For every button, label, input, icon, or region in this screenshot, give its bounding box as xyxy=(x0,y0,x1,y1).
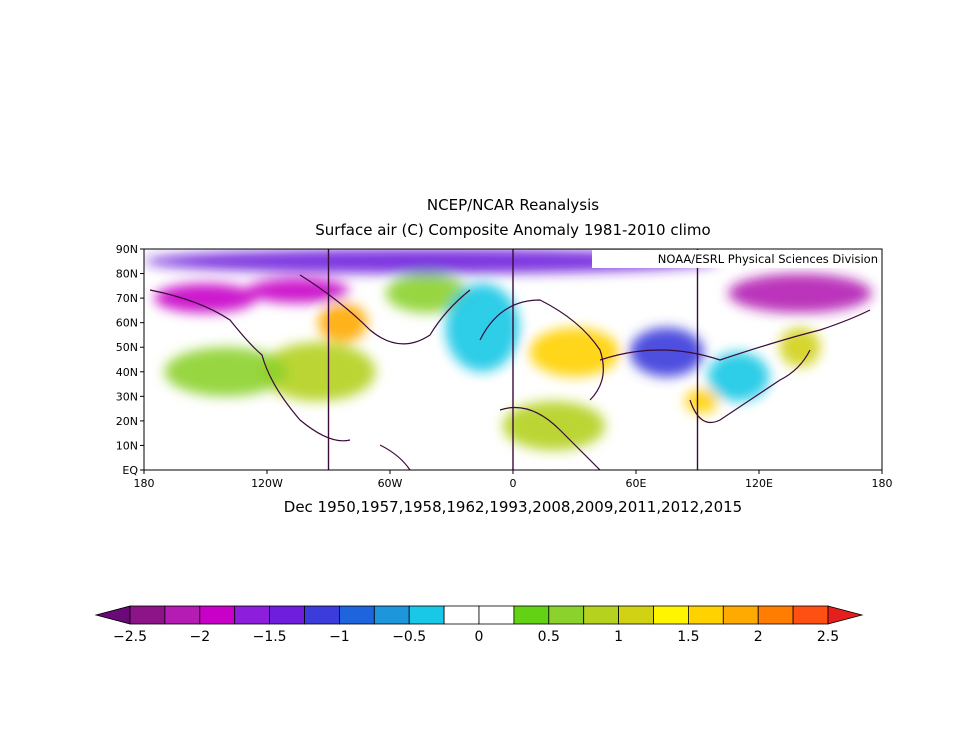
lon-tick-label: 120W xyxy=(251,477,283,490)
colorbar-bin xyxy=(373,605,410,625)
composite-label: Dec 1950,1957,1958,1962,1993,2008,2009,2… xyxy=(284,498,742,516)
colorbar-bin xyxy=(548,605,585,625)
coastline-segment xyxy=(379,444,411,470)
colorbar-label: −2 xyxy=(189,629,210,645)
longitude-axis: 180 120W 60W 0 60E 120E 180 xyxy=(134,470,893,490)
anomaly-usa-warm xyxy=(260,342,376,402)
colorbar-bin xyxy=(443,605,480,625)
colorbar-bin xyxy=(129,605,166,625)
anomaly-north-africa-warm xyxy=(502,401,606,451)
lat-tick-label: 30N xyxy=(116,390,138,403)
coastline-segment xyxy=(689,349,811,424)
coastline-segment xyxy=(599,309,871,361)
coastline-segment xyxy=(499,406,601,470)
lat-tick-label: 50N xyxy=(116,341,138,354)
colorbar-bin xyxy=(304,605,340,625)
colorbar-label: 2 xyxy=(754,629,763,645)
coastline-segment xyxy=(149,289,351,442)
lat-tick-label: 90N xyxy=(116,243,138,256)
latitude-axis: EQ 10N 20N 30N 40N 50N 60N 70N 80N 90N xyxy=(116,243,144,477)
coastline-segment xyxy=(479,299,604,401)
lat-tick-label: 10N xyxy=(116,439,138,452)
colorbar-label: 1 xyxy=(614,629,623,645)
colorbar-label: −0.5 xyxy=(392,629,426,645)
anomaly-north-atlantic-cold xyxy=(445,283,520,372)
anomaly-central-asia-cold xyxy=(629,327,704,377)
lon-tick-label: 60W xyxy=(378,477,403,490)
colorbar-bin xyxy=(513,605,550,625)
colorbar-bin xyxy=(269,605,305,625)
colorbar-label: 0 xyxy=(475,629,484,645)
colorbar-bin xyxy=(234,605,270,625)
anomaly-east-siberia-cold xyxy=(728,273,872,313)
anomaly-pacific-warm xyxy=(164,347,288,397)
colorbar-bin xyxy=(408,605,445,625)
anomaly-greenland-warm xyxy=(385,273,468,313)
lat-tick-label: 40N xyxy=(116,366,138,379)
lon-tick-label: 180 xyxy=(872,477,893,490)
colorbar-label: 1.5 xyxy=(677,629,699,645)
title-line2: Surface air (C) Composite Anomaly 1981-2… xyxy=(315,221,710,239)
colorbar: −2.5 −2 −1.5 −1 −0.5 0 0.5 1 1.5 2 2.5 xyxy=(94,605,864,645)
coastlines xyxy=(149,274,871,470)
colorbar-bin xyxy=(618,605,654,625)
colorbar-label: 0.5 xyxy=(538,629,560,645)
lon-tick-label: 0 xyxy=(510,477,517,490)
colorbar-bin xyxy=(199,605,236,625)
colorbar-high-extend xyxy=(827,605,864,625)
colorbar-bin xyxy=(338,605,375,625)
colorbar-bin xyxy=(164,605,201,625)
meridian-lines xyxy=(327,249,699,470)
lon-tick-label: 60E xyxy=(626,477,647,490)
lat-tick-label: 70N xyxy=(116,292,138,305)
colorbar-bin xyxy=(757,605,794,625)
anomaly-europe-warm xyxy=(529,327,620,377)
anomaly-hudson-bay-warm xyxy=(318,303,368,343)
credit-box xyxy=(592,250,881,268)
colorbar-bin xyxy=(792,605,829,625)
anomaly-field xyxy=(144,249,872,451)
anomaly-canada-arctic-cold xyxy=(246,278,349,304)
colorbar-label: −1.5 xyxy=(253,629,287,645)
anomaly-japan-warm xyxy=(779,327,821,367)
colorbar-bin xyxy=(688,605,724,625)
colorbar-bin xyxy=(583,605,620,625)
lon-tick-label: 120E xyxy=(745,477,773,490)
colorbar-low-extend xyxy=(94,605,131,625)
lon-tick-label: 180 xyxy=(134,477,155,490)
colorbar-bin xyxy=(722,605,759,625)
lat-tick-label: 20N xyxy=(116,415,138,428)
lat-tick-label: EQ xyxy=(122,464,138,477)
colorbar-bin xyxy=(653,605,689,625)
title-line1: NCEP/NCAR Reanalysis xyxy=(427,196,599,214)
anomaly-alaska-cold xyxy=(154,283,257,313)
coastline-segment xyxy=(299,274,471,345)
lat-tick-label: 60N xyxy=(116,317,138,330)
colorbar-label: −1 xyxy=(329,629,350,645)
anomaly-arctic-cold-band xyxy=(144,249,718,274)
colorbar-bin xyxy=(478,605,515,625)
map-panel: NOAA/ESRL Physical Sciences Division xyxy=(143,248,883,471)
credit-text: NOAA/ESRL Physical Sciences Division xyxy=(658,252,878,266)
colorbar-label: 2.5 xyxy=(817,629,839,645)
anomaly-china-cold xyxy=(707,352,770,402)
lat-tick-label: 80N xyxy=(116,268,138,281)
colorbar-label: −2.5 xyxy=(113,629,147,645)
